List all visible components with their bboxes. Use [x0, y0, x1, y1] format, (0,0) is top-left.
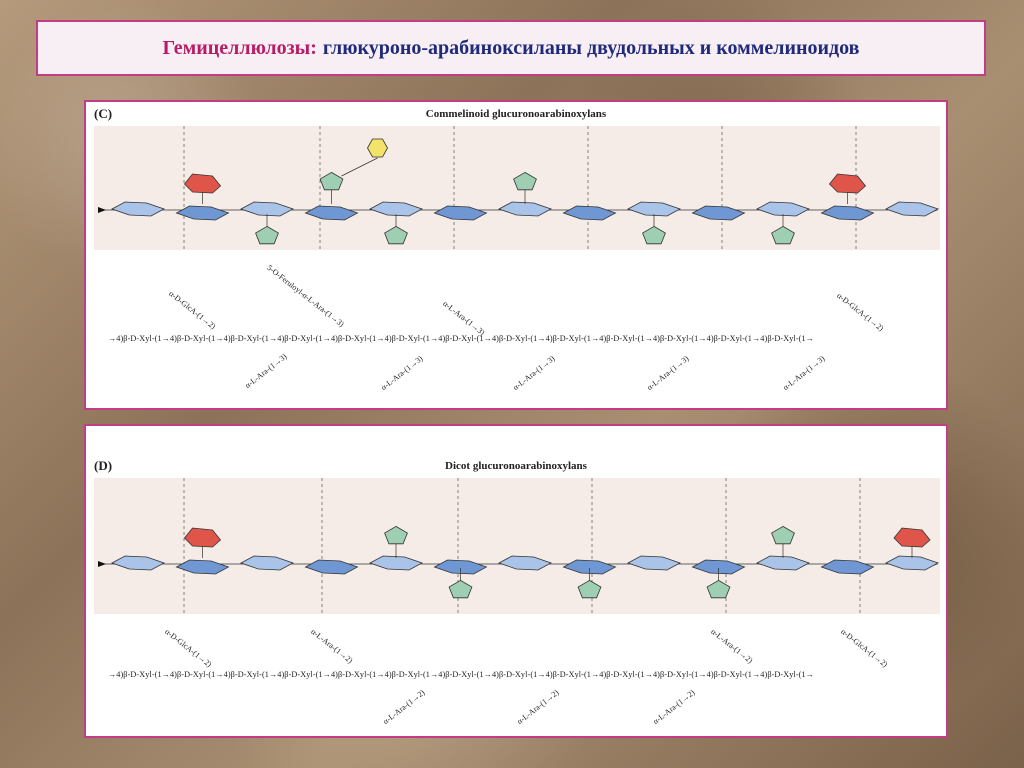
upper-label: α-D-GlcA-(1→2) [835, 290, 886, 333]
structure-diagram-d [98, 478, 939, 614]
lower-label: α-L-Ara-(1→2) [515, 687, 561, 727]
xylose-residue [175, 559, 230, 575]
upper-label: α-L-Ara-(1→2) [309, 626, 355, 666]
arabinose-residue [384, 525, 408, 545]
xylose-residue [175, 205, 230, 221]
upper-label: α-D-GlcA-(1→2) [163, 626, 214, 669]
lower-label: α-L-Ara-(1→2) [651, 687, 697, 727]
arabinose-residue [319, 171, 344, 191]
xylose-residue [691, 559, 746, 575]
structure-band-d [94, 478, 940, 614]
ester-bond [341, 157, 378, 177]
lower-label: α-L-Ara-(1→2) [381, 687, 427, 727]
xylose-residue [111, 201, 165, 217]
upper-label: α-L-Ara-(1→3) [441, 298, 487, 338]
notation-c: α-D-GlcA-(1→2) 5-O-Feruloyl-α-L-Ara-(1→3… [86, 102, 946, 408]
lower-label: α-L-Ara-(1→3) [379, 353, 425, 393]
panel-title-c: Commelinoid glucuronoarabinoxylans [425, 108, 607, 120]
backbone-chain-d: →4)β-D-Xyl-(1→4)β-D-Xyl-(1→4)β-D-Xyl-(1→… [108, 670, 814, 679]
lower-label: α-L-Ara-(1→3) [781, 353, 827, 393]
arabinose-residue [513, 171, 537, 191]
arabinose-residue [448, 579, 473, 599]
xylose-residue [433, 559, 488, 575]
xylose-residue [562, 559, 617, 575]
slide-title: Гемицеллюлозы: глюкуроно-арабиноксиланы … [36, 20, 986, 76]
xylose-residue [433, 205, 488, 221]
xylose-residue [369, 555, 423, 571]
xylose-residue [756, 555, 810, 571]
slide-title-prefix: Гемицеллюлозы: [162, 36, 317, 59]
upper-label: 5-O-Feruloyl-α-L-Ara-(1→3) [265, 262, 346, 329]
xylose-residue [820, 559, 875, 575]
xylose-residue [820, 205, 875, 221]
xylose-residue [627, 201, 681, 217]
xylose-residue [369, 201, 423, 217]
xylose-residue [627, 555, 681, 571]
xylose-residue [498, 555, 552, 571]
xylose-residue [240, 555, 294, 571]
slide-title-rest: глюкуроно-арабиноксиланы двудольных и ко… [322, 36, 860, 59]
xylose-residue [498, 201, 552, 217]
panel-dicot: (D) Dicot glucuronoarabinoxylans α-D-Glc… [84, 424, 948, 738]
xylose-residue [885, 555, 939, 571]
xylose-residue [111, 555, 165, 571]
notation-d: α-D-GlcA-(1→2) α-L-Ara-(1→2) α-L-Ara-(1→… [86, 426, 946, 736]
xylose-residue [240, 201, 294, 217]
arabinose-residue [706, 579, 731, 599]
arabinose-residue [577, 579, 602, 599]
xylose-residue [691, 205, 746, 221]
arrow-icon [98, 561, 106, 567]
arabinose-residue [771, 225, 795, 245]
arabinose-residue [642, 225, 666, 245]
xylose-residue [562, 205, 617, 221]
arabinose-residue [384, 225, 408, 245]
structure-band-c [94, 126, 940, 250]
panel-letter-c: (C) [94, 106, 113, 121]
panel-title-d: Dicot glucuronoarabinoxylans [445, 460, 587, 472]
upper-label: α-D-GlcA-(1→2) [167, 288, 218, 331]
xylose-residue [304, 559, 359, 575]
upper-label: α-D-GlcA-(1→2) [839, 626, 890, 669]
glucuronic-acid-residue [183, 527, 222, 548]
panel-letter-d: (D) [94, 458, 113, 473]
upper-label: α-L-Ara-(1→2) [709, 626, 755, 666]
lower-label: α-L-Ara-(1→3) [511, 353, 557, 393]
backbone-chain-c: →4)β-D-Xyl-(1→4)β-D-Xyl-(1→4)β-D-Xyl-(1→… [108, 334, 814, 343]
ferulate-ring [367, 138, 388, 158]
structure-diagram-c [98, 126, 939, 250]
glucuronic-acid-residue [828, 173, 867, 194]
panel-commelinoid: (C) Commelinoid glucuronoarabinoxylans α… [84, 100, 948, 410]
arabinose-residue [771, 525, 795, 545]
glucuronic-acid-residue [183, 173, 222, 194]
xylose-residue [756, 201, 810, 217]
glucuronic-acid-residue [893, 527, 931, 548]
arabinose-residue [255, 225, 279, 245]
lower-label: α-L-Ara-(1→3) [645, 353, 691, 393]
arrow-icon [98, 207, 106, 213]
xylose-residue [304, 205, 359, 221]
xylose-residue [885, 201, 939, 217]
lower-label: α-L-Ara-(1→3) [243, 351, 289, 391]
